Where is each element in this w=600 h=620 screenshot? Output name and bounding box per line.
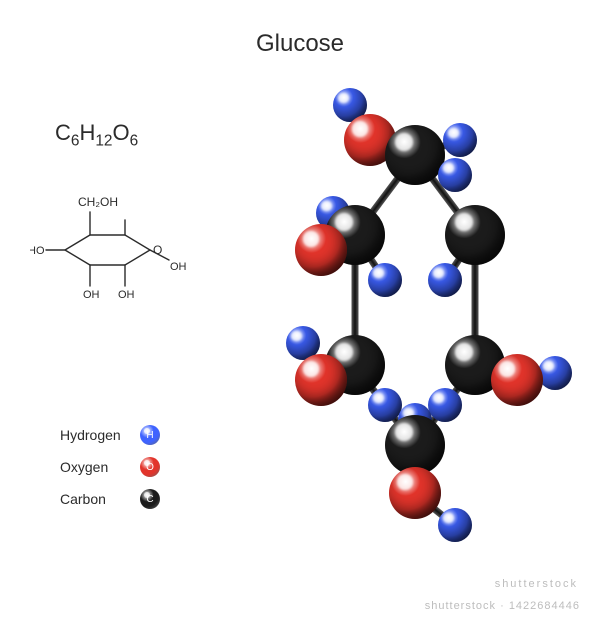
svg-text:HO: HO [30, 245, 45, 257]
hydrogen-atom [438, 508, 472, 542]
legend-label: Hydrogen [60, 427, 130, 443]
carbon-atom [385, 415, 445, 475]
carbon-atom [385, 125, 445, 185]
hydrogen-atom [443, 123, 477, 157]
oxygen-atom [295, 224, 347, 276]
svg-text:OH: OH [118, 289, 135, 301]
legend-label: Oxygen [60, 459, 130, 475]
carbon-atom [445, 205, 505, 265]
hydrogen-atom [428, 388, 462, 422]
oxygen-atom [491, 354, 543, 406]
hydrogen-atom [368, 263, 402, 297]
svg-text:CH₂OH: CH₂OH [78, 195, 118, 209]
oxygen-atom-icon: O [140, 457, 160, 477]
watermark-brand: shutterstock [495, 578, 578, 590]
hydrogen-atom [538, 356, 572, 390]
legend-row-hydrogen: Hydrogen H [60, 425, 160, 445]
molecular-formula: C6H12O6 [55, 120, 138, 150]
legend-row-carbon: Carbon C [60, 489, 160, 509]
molecule-3d [255, 85, 575, 565]
oxygen-atom [389, 467, 441, 519]
hydrogen-atom [368, 388, 402, 422]
legend-label: Carbon [60, 491, 130, 507]
hydrogen-atom-icon: H [140, 425, 160, 445]
carbon-atom-icon: C [140, 489, 160, 509]
oxygen-atom [295, 354, 347, 406]
hydrogen-atom [428, 263, 462, 297]
watermark-id: shutterstock · 1422684446 [0, 600, 600, 612]
svg-text:OH: OH [170, 261, 187, 273]
structural-formula: O CH₂OH OH OH HO OH [30, 190, 200, 325]
page-title: Glucose [0, 30, 600, 58]
svg-text:O: O [153, 243, 162, 257]
legend: Hydrogen H Oxygen O Carbon C [60, 425, 160, 521]
svg-text:OH: OH [83, 289, 100, 301]
legend-row-oxygen: Oxygen O [60, 457, 160, 477]
hydrogen-atom [438, 158, 472, 192]
